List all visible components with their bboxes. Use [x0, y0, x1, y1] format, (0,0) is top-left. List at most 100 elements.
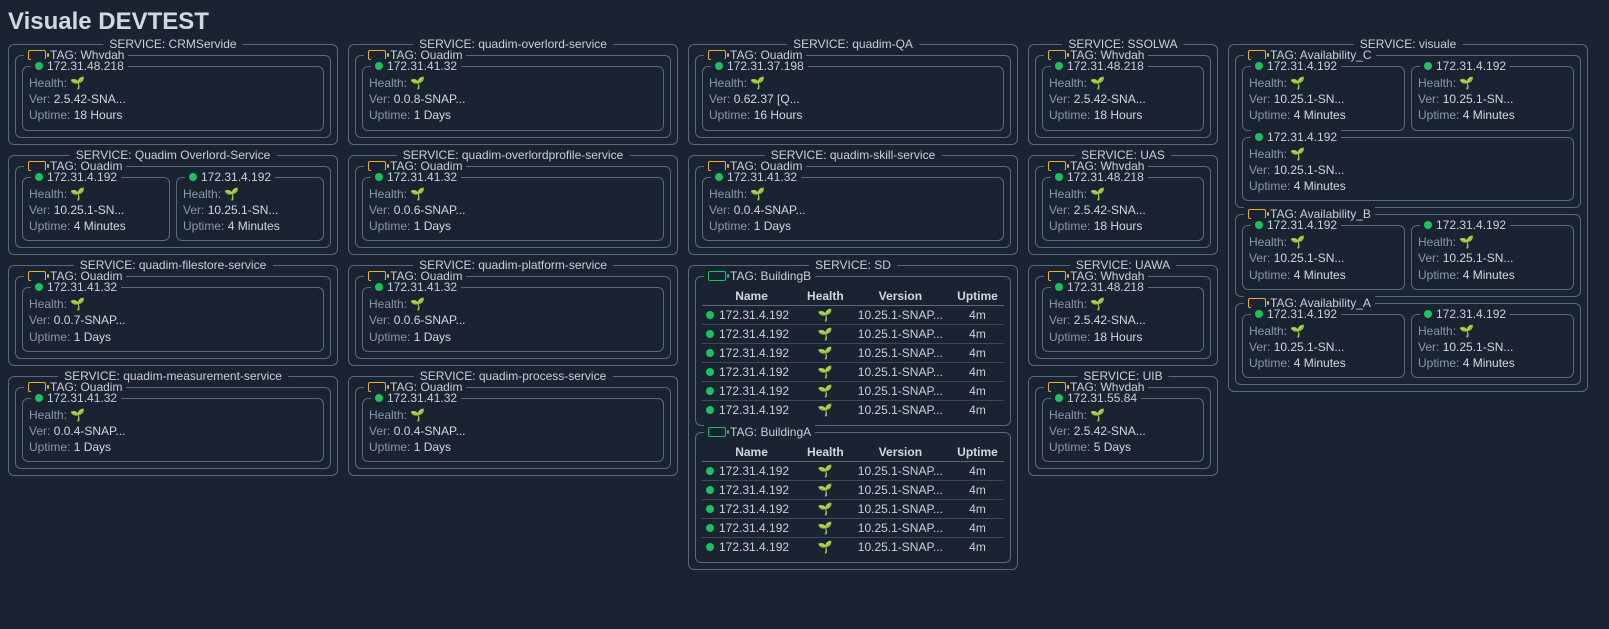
seedling-icon: 🌱	[818, 327, 833, 341]
node-card[interactable]: 172.31.48.218Health: 🌱Ver: 2.5.42-SNA...…	[22, 66, 324, 131]
service-panel[interactable]: SERVICE: quadim-QATAG: Quadim172.31.37.1…	[688, 44, 1018, 145]
node-uptime: 1 Days	[74, 440, 111, 454]
tag-panel[interactable]: TAG: Quadim172.31.41.32Health: 🌱Ver: 0.0…	[15, 276, 331, 359]
node-ip: 172.31.55.84	[1051, 391, 1141, 405]
row-version: 10.25.1-SNAP...	[850, 462, 951, 481]
table-row[interactable]: 172.31.4.192🌱10.25.1-SNAP...4m	[702, 344, 1004, 363]
tag-panel[interactable]: TAG: Quadim172.31.41.32Health: 🌱Ver: 0.0…	[355, 387, 671, 470]
node-card[interactable]: 172.31.4.192Health: 🌱Ver: 10.25.1-SN...U…	[1242, 225, 1405, 290]
table-row[interactable]: 172.31.4.192🌱10.25.1-SNAP...4m	[702, 382, 1004, 401]
dashboard-column: SERVICE: CRMServideTAG: Whydah172.31.48.…	[8, 44, 338, 476]
node-version: 2.5.42-SNA...	[1074, 424, 1146, 438]
node-card[interactable]: 172.31.41.32Health: 🌱Ver: 0.0.8-SNAP...U…	[362, 66, 664, 131]
tag-panel[interactable]: TAG: Availability_C172.31.4.192Health: 🌱…	[1235, 55, 1581, 208]
node-card[interactable]: 172.31.4.192Health: 🌱Ver: 10.25.1-SN...U…	[1242, 314, 1405, 379]
service-panel[interactable]: SERVICE: quadim-skill-serviceTAG: Quadim…	[688, 155, 1018, 256]
row-ip: 172.31.4.192	[719, 327, 789, 341]
node-details: Health: 🌱Ver: 2.5.42-SNA...Uptime: 18 Ho…	[1049, 186, 1197, 235]
node-card[interactable]: 172.31.41.32Health: 🌱Ver: 0.0.6-SNAP...U…	[362, 177, 664, 242]
node-ip-text: 172.31.4.192	[1267, 59, 1337, 73]
table-row[interactable]: 172.31.4.192🌱10.25.1-SNAP...4m	[702, 538, 1004, 557]
row-ip: 172.31.4.192	[719, 483, 789, 497]
service-panel[interactable]: SERVICE: quadim-overlordprofile-serviceT…	[348, 155, 678, 256]
node-ip: 172.31.41.32	[371, 170, 461, 184]
service-panel[interactable]: SERVICE: quadim-overlord-serviceTAG: Qua…	[348, 44, 678, 145]
status-dot-icon	[35, 173, 43, 181]
status-dot-icon	[1055, 283, 1063, 291]
node-uptime: 4 Minutes	[1294, 179, 1346, 193]
node-card[interactable]: 172.31.48.218Health: 🌱Ver: 2.5.42-SNA...…	[1042, 66, 1204, 131]
node-card[interactable]: 172.31.41.32Health: 🌱Ver: 0.0.4-SNAP...U…	[22, 398, 324, 463]
node-card[interactable]: 172.31.55.84Health: 🌱Ver: 2.5.42-SNA...U…	[1042, 398, 1204, 463]
tag-panel[interactable]: TAG: Quadim172.31.41.32Health: 🌱Ver: 0.0…	[355, 55, 671, 138]
node-ip-text: 172.31.4.192	[1267, 218, 1337, 232]
row-ip: 172.31.4.192	[719, 403, 789, 417]
table-row[interactable]: 172.31.4.192🌱10.25.1-SNAP...4m	[702, 401, 1004, 420]
service-panel[interactable]: SERVICE: quadim-filestore-serviceTAG: Qu…	[8, 265, 338, 366]
node-ip: 172.31.4.192	[1420, 59, 1510, 73]
service-panel[interactable]: SERVICE: Quadim Overlord-ServiceTAG: Qua…	[8, 155, 338, 256]
node-card[interactable]: 172.31.4.192Health: 🌱Ver: 10.25.1-SN...U…	[1411, 66, 1574, 131]
table-row[interactable]: 172.31.4.192🌱10.25.1-SNAP...4m	[702, 325, 1004, 344]
service-panel[interactable]: SERVICE: UAWATAG: Whydah172.31.48.218Hea…	[1028, 265, 1218, 366]
tag-panel[interactable]: TAG: Quadim172.31.41.32Health: 🌱Ver: 0.0…	[355, 276, 671, 359]
service-panel[interactable]: SERVICE: CRMServideTAG: Whydah172.31.48.…	[8, 44, 338, 145]
table-row[interactable]: 172.31.4.192🌱10.25.1-SNAP...4m	[702, 462, 1004, 481]
service-panel[interactable]: SERVICE: quadim-platform-serviceTAG: Qua…	[348, 265, 678, 366]
node-card[interactable]: 172.31.4.192Health: 🌱Ver: 10.25.1-SN...U…	[1411, 314, 1574, 379]
node-card[interactable]: 172.31.37.198Health: 🌱Ver: 0.62.37 [Q...…	[702, 66, 1004, 131]
tag-panel[interactable]: TAG: Whydah172.31.55.84Health: 🌱Ver: 2.5…	[1035, 387, 1211, 470]
tag-panel[interactable]: TAG: Whydah172.31.48.218Health: 🌱Ver: 2.…	[1035, 166, 1211, 249]
node-card[interactable]: 172.31.41.32Health: 🌱Ver: 0.0.4-SNAP...U…	[702, 177, 1004, 242]
node-card[interactable]: 172.31.4.192Health: 🌱Ver: 10.25.1-SN...U…	[22, 177, 170, 242]
tag-panel[interactable]: TAG: Whydah172.31.48.218Health: 🌱Ver: 2.…	[1035, 55, 1211, 138]
node-ip: 172.31.41.32	[371, 391, 461, 405]
status-dot-icon	[1424, 62, 1432, 70]
service-title: SERVICE: SD	[809, 258, 897, 272]
table-row[interactable]: 172.31.4.192🌱10.25.1-SNAP...4m	[702, 519, 1004, 538]
service-panel[interactable]: SERVICE: quadim-process-serviceTAG: Quad…	[348, 376, 678, 477]
table-row[interactable]: 172.31.4.192🌱10.25.1-SNAP...4m	[702, 306, 1004, 325]
node-uptime: 1 Days	[414, 440, 451, 454]
service-panel[interactable]: SERVICE: SDTAG: BuildingBNameHealthVersi…	[688, 265, 1018, 570]
tag-panel[interactable]: TAG: Whydah172.31.48.218Health: 🌱Ver: 2.…	[1035, 276, 1211, 359]
tag-panel[interactable]: TAG: Whydah172.31.48.218Health: 🌱Ver: 2.…	[15, 55, 331, 138]
node-card[interactable]: 172.31.4.192Health: 🌱Ver: 10.25.1-SN...U…	[1411, 225, 1574, 290]
node-card[interactable]: 172.31.48.218Health: 🌱Ver: 2.5.42-SNA...…	[1042, 287, 1204, 352]
service-panel[interactable]: SERVICE: UIBTAG: Whydah172.31.55.84Healt…	[1028, 376, 1218, 477]
node-card[interactable]: 172.31.4.192Health: 🌱Ver: 10.25.1-SN...U…	[176, 177, 324, 242]
tag-panel[interactable]: TAG: Quadim172.31.41.32Health: 🌱Ver: 0.0…	[695, 166, 1011, 249]
table-header: Name	[702, 443, 801, 462]
node-card[interactable]: 172.31.4.192Health: 🌱Ver: 10.25.1-SN...U…	[1242, 137, 1574, 202]
tag-panel[interactable]: TAG: BuildingBNameHealthVersionUptime172…	[695, 276, 1011, 426]
tag-panel[interactable]: TAG: Quadim172.31.37.198Health: 🌱Ver: 0.…	[695, 55, 1011, 138]
status-dot-icon	[1424, 310, 1432, 318]
service-panel[interactable]: SERVICE: quadim-measurement-serviceTAG: …	[8, 376, 338, 477]
tag-panel[interactable]: TAG: Quadim172.31.4.192Health: 🌱Ver: 10.…	[15, 166, 331, 249]
node-card[interactable]: 172.31.4.192Health: 🌱Ver: 10.25.1-SN...U…	[1242, 66, 1405, 131]
service-panel[interactable]: SERVICE: visualeTAG: Availability_C172.3…	[1228, 44, 1588, 392]
node-version: 0.0.6-SNAP...	[394, 203, 466, 217]
tag-panel[interactable]: TAG: Quadim172.31.41.32Health: 🌱Ver: 0.0…	[15, 387, 331, 470]
node-card[interactable]: 172.31.41.32Health: 🌱Ver: 0.0.4-SNAP...U…	[362, 398, 664, 463]
node-card[interactable]: 172.31.48.218Health: 🌱Ver: 2.5.42-SNA...…	[1042, 177, 1204, 242]
node-ip: 172.31.41.32	[371, 280, 461, 294]
node-ip: 172.31.4.192	[1251, 307, 1341, 321]
service-panel[interactable]: SERVICE: SSOLWATAG: Whydah172.31.48.218H…	[1028, 44, 1218, 145]
node-card[interactable]: 172.31.41.32Health: 🌱Ver: 0.0.6-SNAP...U…	[362, 287, 664, 352]
node-card[interactable]: 172.31.41.32Health: 🌱Ver: 0.0.7-SNAP...U…	[22, 287, 324, 352]
service-panel[interactable]: SERVICE: UASTAG: Whydah172.31.48.218Heal…	[1028, 155, 1218, 256]
seedling-icon: 🌱	[410, 297, 425, 311]
tag-panel[interactable]: TAG: Availability_A172.31.4.192Health: 🌱…	[1235, 303, 1581, 386]
seedling-icon: 🌱	[818, 346, 833, 360]
tag-panel[interactable]: TAG: BuildingANameHealthVersionUptime172…	[695, 432, 1011, 563]
table-row[interactable]: 172.31.4.192🌱10.25.1-SNAP...4m	[702, 500, 1004, 519]
table-row[interactable]: 172.31.4.192🌱10.25.1-SNAP...4m	[702, 363, 1004, 382]
seedling-icon: 🌱	[224, 187, 239, 201]
page-title: Visuale DEVTEST	[8, 8, 1601, 36]
node-ip: 172.31.48.218	[31, 59, 128, 73]
node-details: Health: 🌱Ver: 2.5.42-SNA...Uptime: 18 Ho…	[1049, 296, 1197, 345]
tag-panel[interactable]: TAG: Availability_B172.31.4.192Health: 🌱…	[1235, 214, 1581, 297]
table-row[interactable]: 172.31.4.192🌱10.25.1-SNAP...4m	[702, 481, 1004, 500]
tag-panel[interactable]: TAG: Quadim172.31.41.32Health: 🌱Ver: 0.0…	[355, 166, 671, 249]
